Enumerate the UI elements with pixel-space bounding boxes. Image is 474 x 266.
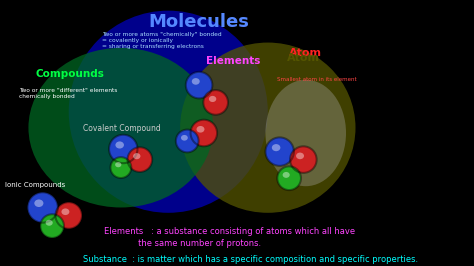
- Text: Two or more atoms "chemically" bonded
= covalently or ionically
= sharing or tra: Two or more atoms "chemically" bonded = …: [102, 32, 221, 49]
- Ellipse shape: [203, 90, 228, 115]
- Ellipse shape: [272, 144, 281, 151]
- Ellipse shape: [40, 214, 64, 238]
- Ellipse shape: [27, 192, 58, 223]
- Ellipse shape: [290, 146, 317, 173]
- Text: Ionic Compounds: Ionic Compounds: [5, 182, 65, 188]
- Ellipse shape: [69, 11, 268, 213]
- Text: Compounds: Compounds: [36, 69, 104, 79]
- Text: Elements: Elements: [206, 56, 261, 66]
- Ellipse shape: [265, 80, 346, 186]
- Text: Substance  : is matter which has a specific composition and specific properties.: Substance : is matter which has a specif…: [83, 255, 418, 264]
- Ellipse shape: [133, 153, 140, 159]
- Ellipse shape: [115, 162, 121, 167]
- Text: Atom: Atom: [289, 48, 322, 58]
- Text: Molecules: Molecules: [149, 13, 249, 31]
- Ellipse shape: [296, 153, 304, 159]
- Text: Smallest atom in its element: Smallest atom in its element: [277, 77, 357, 82]
- Text: Elements   : a substance consisting of atoms which all have
             the sam: Elements : a substance consisting of ato…: [104, 227, 356, 248]
- Ellipse shape: [176, 130, 199, 152]
- Text: Two or more "different" elements
chemically bonded: Two or more "different" elements chemica…: [19, 88, 118, 99]
- Ellipse shape: [192, 78, 200, 85]
- Ellipse shape: [209, 96, 216, 102]
- Ellipse shape: [46, 220, 53, 226]
- Ellipse shape: [62, 209, 69, 215]
- Ellipse shape: [265, 138, 294, 166]
- Ellipse shape: [277, 166, 301, 190]
- Ellipse shape: [197, 126, 204, 133]
- Ellipse shape: [191, 120, 217, 146]
- Ellipse shape: [186, 72, 212, 98]
- Ellipse shape: [283, 172, 290, 178]
- Ellipse shape: [180, 43, 356, 213]
- Ellipse shape: [28, 48, 213, 207]
- Ellipse shape: [115, 142, 124, 148]
- Ellipse shape: [181, 135, 188, 141]
- Ellipse shape: [55, 202, 82, 229]
- Ellipse shape: [110, 157, 131, 178]
- Ellipse shape: [34, 200, 44, 207]
- Ellipse shape: [128, 147, 152, 172]
- Text: Covalent Compound: Covalent Compound: [83, 124, 161, 133]
- Ellipse shape: [109, 135, 137, 163]
- Text: Atom: Atom: [287, 53, 320, 63]
